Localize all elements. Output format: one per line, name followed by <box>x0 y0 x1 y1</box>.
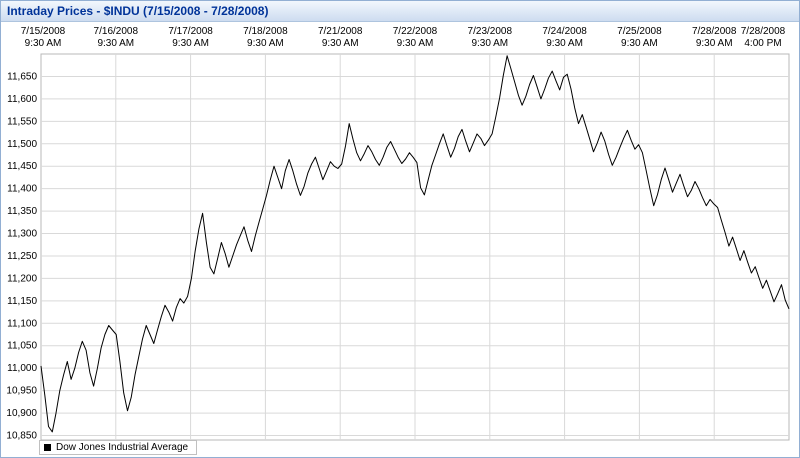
title-bar: Intraday Prices - $INDU (7/15/2008 - 7/2… <box>1 1 799 22</box>
y-axis-label: 11,300 <box>7 229 37 240</box>
y-axis-label: 11,150 <box>7 296 37 307</box>
y-axis-label: 11,600 <box>7 94 37 105</box>
x-axis-label-time: 9:30 AM <box>696 38 733 49</box>
legend-swatch <box>44 444 51 451</box>
price-line <box>40 55 790 433</box>
x-axis-label-date: 7/28/2008 <box>692 26 737 37</box>
x-axis-label-time: 9:30 AM <box>546 38 583 49</box>
price-chart: 11,650 11,600 11,550 11,500 11,450 11,400 11,3… <box>6 26 790 442</box>
x-axis-label-time: 9:30 AM <box>97 38 134 49</box>
legend: Dow Jones Industrial Average <box>39 440 198 455</box>
x-axis-label-date: 7/24/2008 <box>542 26 587 37</box>
window-title: Intraday Prices - $INDU (7/15/2008 - 7/2… <box>7 4 269 18</box>
x-axis-label-date: 7/23/2008 <box>468 26 513 37</box>
y-axis-label: 11,500 <box>7 139 37 150</box>
y-axis-label: 10,900 <box>6 408 37 419</box>
y-axis-label: 11,000 <box>7 363 37 374</box>
y-axis-label: 11,100 <box>7 318 37 329</box>
y-axis-label: 11,200 <box>7 273 37 284</box>
x-axis-label-date: 7/17/2008 <box>168 26 213 37</box>
x-axis-label-time: 9:30 AM <box>25 38 62 49</box>
x-axis-label-date: 7/25/2008 <box>617 26 662 37</box>
x-axis-label-date: 7/21/2008 <box>318 26 363 37</box>
x-axis-label-date: 7/28/2008 <box>741 26 786 37</box>
x-axis-label-time: 9:30 AM <box>322 38 359 49</box>
y-axis-label: 10,850 <box>6 431 37 442</box>
x-axis-label-time: 9:30 AM <box>247 38 284 49</box>
legend-label: Dow Jones Industrial Average <box>56 442 189 453</box>
y-axis-label: 11,350 <box>7 206 37 217</box>
x-axis-label-date: 7/22/2008 <box>393 26 438 37</box>
y-axis-label: 11,550 <box>7 116 37 127</box>
x-axis-label-time: 4:00 PM <box>744 38 781 49</box>
y-axis-label: 11,450 <box>7 161 37 172</box>
x-axis-label-time: 9:30 AM <box>471 38 508 49</box>
y-axis-label: 10,950 <box>6 386 37 397</box>
x-axis-label-date: 7/16/2008 <box>94 26 139 37</box>
x-axis-label-time: 9:30 AM <box>621 38 658 49</box>
chart-area: 11,650 11,600 11,550 11,500 11,450 11,400 11,3… <box>1 22 799 457</box>
x-axis-label-time: 9:30 AM <box>397 38 434 49</box>
x-axis-label-date: 7/18/2008 <box>243 26 288 37</box>
y-axis-label: 11,250 <box>7 251 37 262</box>
y-axis-label: 11,050 <box>7 341 37 352</box>
x-axis-label-time: 9:30 AM <box>172 38 209 49</box>
y-axis-label: 11,400 <box>7 184 37 195</box>
y-axis-label: 11,650 <box>7 71 37 82</box>
x-axis-label-date: 7/15/2008 <box>21 26 66 37</box>
